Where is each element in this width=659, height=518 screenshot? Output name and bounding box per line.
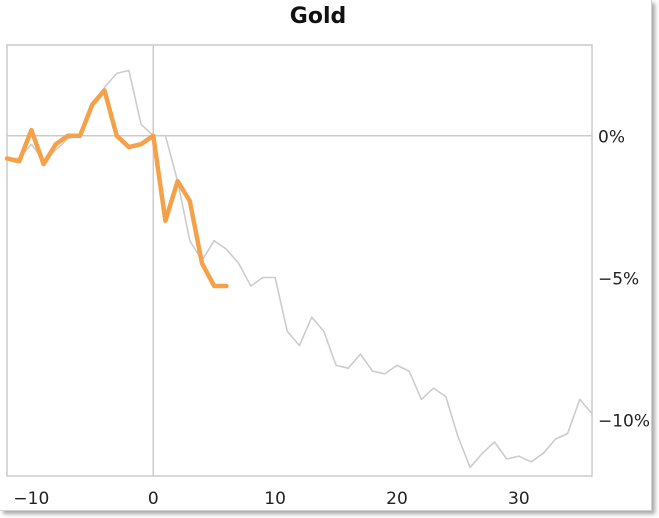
series-line-grey	[6, 69, 593, 469]
y-tick-label: 0%	[598, 128, 625, 148]
y-tick-label: −5%	[598, 270, 639, 290]
chart-panel: Gold −10 0 10 20 30 0% −5% −10%	[0, 0, 652, 511]
gold-line-chart: −10 0 10 20 30 0% −5% −10%	[4, 44, 650, 509]
plot-area-frame	[6, 44, 593, 477]
x-tick-label: 30	[508, 489, 530, 509]
x-tick-label: −10	[13, 489, 49, 509]
series-line-orange	[4, 88, 229, 289]
x-tick-label: 20	[386, 489, 408, 509]
x-tick-label: 0	[148, 489, 159, 509]
x-tick-label: 10	[264, 489, 286, 509]
chart-title: Gold	[289, 4, 347, 29]
y-tick-label: −10%	[598, 411, 650, 431]
